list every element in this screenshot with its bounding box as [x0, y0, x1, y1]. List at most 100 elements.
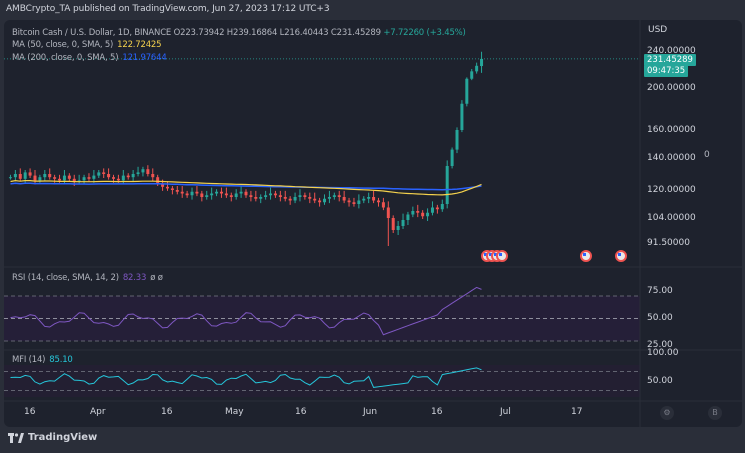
chart-panel[interactable]: Bitcoin Cash / U.S. Dollar, 1D, BINANCE …	[4, 20, 742, 427]
settings-icon[interactable]: ⚙	[660, 406, 674, 420]
time-tick: 16	[24, 407, 36, 417]
close-value: C231.45289	[330, 28, 381, 38]
candle-body	[421, 212, 425, 217]
high-value: H239.16864	[226, 28, 278, 38]
candle-body	[116, 178, 120, 181]
candle-body	[28, 172, 32, 176]
candle-body	[136, 172, 140, 174]
chart-canvas[interactable]	[4, 20, 742, 427]
candle-body	[141, 169, 145, 173]
candle-body	[264, 195, 268, 197]
mfi-line	[10, 367, 482, 388]
price-tick: 160.00000	[647, 125, 696, 135]
candle-body	[283, 197, 287, 199]
mfi-legend[interactable]: MFI (14) 85.10	[12, 355, 73, 365]
rsi-extra: ø ø	[150, 273, 163, 283]
current-price-tag: 231.45289	[644, 54, 696, 66]
candle-body	[347, 200, 351, 203]
mfi-tick: 50.00	[647, 376, 673, 386]
candle-body	[411, 211, 415, 215]
price-tick: 104.00000	[647, 213, 696, 223]
rsi-value: 82.33	[122, 273, 147, 283]
candle-body	[288, 198, 292, 201]
ma50-label: MA (50, close, 0, SMA, 5)	[12, 40, 114, 50]
candle-body	[38, 177, 42, 181]
candle-body	[362, 198, 366, 201]
countdown-tag: 09:47:35	[644, 65, 689, 77]
candle-body	[323, 198, 327, 203]
candle-body	[131, 174, 135, 178]
rsi-line	[10, 286, 482, 336]
candle-body	[298, 195, 302, 197]
candle-body	[87, 177, 91, 179]
time-tick: Apr	[90, 407, 106, 417]
candle-body	[190, 191, 194, 196]
candle-body	[175, 190, 179, 192]
candle-body	[121, 175, 125, 181]
candle-body	[460, 103, 464, 130]
us-flag-icon	[494, 253, 497, 256]
candle-body	[8, 177, 12, 179]
candle-body	[259, 197, 263, 199]
us-flag-icon	[484, 253, 487, 256]
us-flag-icon	[618, 253, 621, 256]
symbol-legend: Bitcoin Cash / U.S. Dollar, 1D, BINANCE …	[12, 28, 466, 38]
candle-body	[58, 178, 62, 181]
candle-body	[229, 195, 233, 197]
ma200-label: MA (200, close, 0, SMA, 5)	[12, 53, 119, 63]
candle-body	[470, 71, 474, 79]
candle-body	[480, 58, 484, 67]
open-value: O223.73942	[173, 28, 225, 38]
rsi-tick: 50.00	[647, 313, 673, 323]
candle-body	[62, 175, 66, 181]
ma200-legend[interactable]: MA (200, close, 0, SMA, 5) 121.97644	[12, 53, 167, 63]
candle-body	[293, 197, 297, 201]
ma50-legend[interactable]: MA (50, close, 0, SMA, 5) 122.72425	[12, 40, 162, 50]
candle-body	[440, 204, 444, 210]
candle-body	[210, 193, 214, 196]
candle-body	[219, 191, 223, 194]
ma50-line	[10, 179, 482, 196]
candle-body	[161, 183, 165, 187]
candle-body	[53, 177, 57, 179]
time-tick: Jun	[363, 407, 378, 417]
mfi-tick: 100.00	[647, 348, 679, 358]
us-flag-icon	[489, 253, 492, 256]
us-flag-icon	[499, 253, 502, 256]
candle-body	[337, 195, 341, 197]
candle-body	[82, 177, 86, 181]
candle-body	[372, 197, 376, 201]
candle-body	[342, 197, 346, 201]
rsi-label: RSI (14, close, SMA, 14, 2)	[12, 273, 119, 283]
candle-body	[67, 175, 71, 179]
ma50-value: 122.72425	[117, 40, 162, 50]
rsi-legend[interactable]: RSI (14, close, SMA, 14, 2) 82.33 ø ø	[12, 273, 163, 283]
candle-body	[278, 195, 282, 197]
candle-body	[180, 191, 184, 194]
time-tick: Jul	[500, 407, 511, 417]
candle-body	[185, 193, 189, 196]
candle-body	[215, 191, 219, 194]
candle-body	[97, 172, 101, 176]
auto-scale-button[interactable]: B	[708, 406, 722, 420]
candle-body	[303, 195, 307, 197]
candle-body	[308, 197, 312, 199]
symbol-name: Bitcoin Cash / U.S. Dollar, 1D, BINANCE	[12, 28, 172, 38]
candle-body	[234, 193, 238, 197]
candle-body	[416, 211, 420, 213]
time-tick: May	[225, 407, 244, 417]
candle-body	[102, 172, 106, 174]
candle-body	[406, 214, 410, 220]
tradingview-logo: TradingView	[8, 432, 97, 443]
candle-body	[269, 193, 273, 196]
candle-body	[224, 193, 228, 196]
candle-body	[249, 195, 253, 197]
candle-body	[445, 166, 449, 204]
candle-body	[23, 172, 27, 179]
time-tick: 17	[571, 407, 583, 417]
rsi-tick: 25.00	[647, 340, 673, 350]
price-tick: 200.00000	[647, 83, 696, 93]
candle-body	[48, 174, 52, 178]
candle-body	[205, 195, 209, 197]
